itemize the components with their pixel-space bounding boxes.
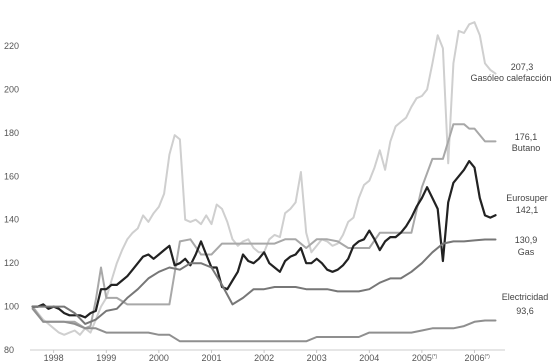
label-value-gas: 130,9 [515, 235, 538, 245]
y-tick-label-100: 100 [4, 302, 19, 312]
x-tick-label-2001: 2001 [201, 353, 221, 363]
x-tick-label-2002: 2002 [254, 353, 274, 363]
x-tick-label-1998: 1998 [44, 353, 64, 363]
x-tick-label-1999: 1999 [96, 353, 116, 363]
label-name-eurosuper: Eurosuper [506, 193, 548, 203]
series-lines [31, 21, 497, 343]
label-name-butano: Butano [512, 143, 541, 153]
x-tick-label-2004: 2004 [359, 353, 379, 363]
x-tick-label-2000: 2000 [149, 353, 169, 363]
series-line-eurosuper [31, 160, 497, 319]
y-tick-label-200: 200 [4, 84, 19, 94]
x-tick-label-2003: 2003 [307, 353, 327, 363]
label-value-electricidad: 93,6 [516, 306, 534, 316]
y-tick-label-120: 120 [4, 258, 19, 268]
label-value-eurosuper: 142,1 [516, 205, 539, 215]
label-value-butano: 176,1 [515, 132, 538, 142]
y-tick-label-160: 160 [4, 171, 19, 181]
label-name-electricidad: Electricidad [502, 292, 549, 302]
label-value-gasoleo: 207,3 [511, 62, 534, 72]
y-tick-label-80: 80 [4, 345, 14, 355]
label-name-gasoleo: Gasóleo calefacción [470, 73, 551, 83]
y-tick-label-220: 220 [4, 41, 19, 51]
x-tick-label-2006: 2006(*) [464, 353, 490, 363]
series-line-gas [31, 238, 497, 325]
series-line-butano [31, 123, 497, 330]
x-tick-label-2005: 2005(*) [412, 353, 438, 363]
y-tick-label-180: 180 [4, 128, 19, 138]
label-name-gas: Gas [518, 247, 535, 257]
y-tick-label-140: 140 [4, 215, 19, 225]
series-line-electricidad [31, 307, 497, 343]
y-axis-ticks: 80 100 120 140 160 180 200 220 [4, 41, 19, 355]
x-axis-ticks: 1998 1999 2000 2001 2002 2003 2004 2005(*) 2006(… [44, 350, 490, 363]
